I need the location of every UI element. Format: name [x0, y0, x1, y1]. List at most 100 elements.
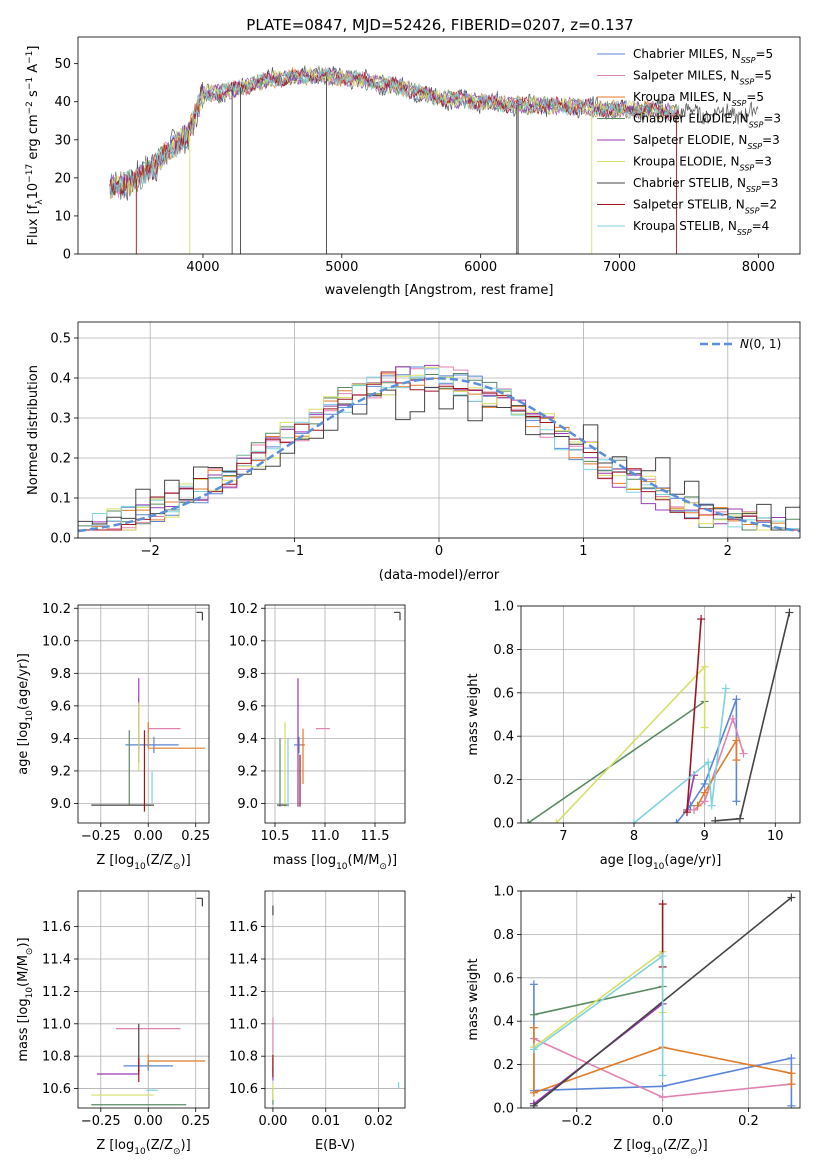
weight-series-line — [533, 950, 664, 1048]
weight-series-line — [696, 737, 738, 806]
weight-series-line — [715, 612, 791, 822]
weight-point-marker — [704, 758, 713, 767]
axes-frame — [264, 604, 406, 824]
x-tick-label: 10.5 — [261, 829, 290, 844]
weight-series-line — [555, 664, 706, 823]
y-tick-label: 0.2 — [50, 452, 71, 467]
weight-point-marker — [693, 801, 702, 810]
y-tick-label: 0.2 — [493, 773, 514, 788]
age-vs-mass-panel: 10.5 11.0 11.5 9.0 9.2 9.4 9.6 9.8 10.0 10.2 mass … — [229, 602, 406, 872]
legend-entry: Chabrier MILES, NSSP=5 — [633, 47, 773, 65]
weight-point-marker — [658, 900, 667, 909]
y-tick-label: 9.4 — [237, 732, 258, 747]
y-tick-label: 0.8 — [493, 643, 514, 658]
weight-point-marker — [732, 756, 741, 765]
residuals-xlabel: (data-model)/error — [379, 568, 500, 583]
y-tick-label: 1.0 — [493, 885, 514, 900]
legend-entry: Chabrier STELIB, NSSP=3 — [633, 176, 778, 194]
weight-series-line — [675, 699, 738, 823]
x-tick-label: 0 — [435, 544, 443, 559]
weight-point-marker — [529, 980, 538, 989]
spectrum-panel: 4000 5000 6000 7000 8000 0 10 20 30 40 50 wavelengt… — [25, 36, 801, 298]
weight-series-line — [533, 985, 663, 1016]
weight-point-marker — [787, 893, 796, 902]
y-tick-label: 10.0 — [229, 634, 258, 649]
weight-point-marker — [658, 1071, 667, 1080]
y-tick-label: 11.6 — [42, 920, 71, 935]
y-tick-label: 0.5 — [50, 332, 71, 347]
y-tick-label: 30 — [54, 133, 71, 148]
errorbar-point — [125, 736, 179, 754]
y-tick-label: 10.6 — [42, 1082, 71, 1097]
y-tick-label: 0.4 — [493, 730, 514, 745]
weight-point-marker — [658, 1082, 667, 1091]
y-tick-label: 40 — [54, 95, 71, 110]
x-tick-label: 7 — [559, 829, 567, 844]
spectrum-series-line — [109, 68, 680, 198]
weight-point-marker — [630, 819, 639, 823]
y-tick-label: 0 — [63, 248, 71, 263]
weight-vs-age-panel: 7 8 9 10 0.0 0.2 0.4 0.6 0.8 1.0 age [log10(age/yr… — [466, 600, 801, 872]
y-tick-label: 9.4 — [50, 732, 71, 747]
corner-marker — [394, 611, 401, 621]
weight-point-marker — [697, 615, 706, 624]
y-tick-label: 9.0 — [50, 797, 71, 812]
y-tick-label: 0.4 — [50, 372, 71, 387]
weight-point-marker — [787, 1080, 796, 1089]
legend-entry: Salpeter MILES, NSSP=5 — [633, 69, 772, 87]
errorbar-points — [277, 678, 330, 807]
y-tick-label: 11.2 — [42, 985, 71, 1000]
errorbar-point — [301, 728, 305, 784]
ageZ-xlabel: Z [log10(Z/Z⊙)] — [96, 853, 190, 872]
x-tick-label: −0.2 — [561, 1114, 593, 1129]
weight-series-line — [633, 688, 727, 823]
errorbar-point — [147, 722, 206, 749]
x-tick-label: 0.00 — [134, 1114, 163, 1129]
x-tick-label: 0.00 — [258, 1114, 287, 1129]
y-tick-label: 0.1 — [50, 492, 71, 507]
y-tick-label: 10.2 — [229, 602, 258, 617]
weight-point-marker — [524, 819, 533, 823]
x-tick-label: 0.0 — [652, 1114, 673, 1129]
y-tick-label: 10.2 — [42, 602, 71, 617]
weight-point-marker — [682, 808, 691, 817]
spectrum-series-line — [109, 67, 680, 195]
x-tick-label: −1 — [285, 544, 304, 559]
weight-point-marker — [700, 662, 709, 671]
massEBV-xlabel: E(B-V) — [315, 1138, 355, 1153]
y-tick-label: 11.0 — [229, 1017, 258, 1032]
y-tick-label: 9.8 — [50, 667, 71, 682]
weight-point-marker — [707, 801, 716, 810]
legend-entry: Salpeter STELIB, NSSP=2 — [633, 198, 777, 216]
y-tick-label: 0.0 — [493, 1102, 514, 1117]
weight-point-marker — [529, 1010, 538, 1019]
y-tick-label: 0.6 — [493, 971, 514, 986]
weight-series-line — [533, 954, 664, 1076]
errorbar-point — [96, 1069, 140, 1075]
weight-point-marker — [529, 1045, 538, 1054]
weightAge-ylabel: mass weight — [466, 673, 481, 755]
weight-point-marker — [529, 1088, 538, 1097]
weight-point-marker — [700, 788, 709, 797]
legend-entry: Salpeter ELODIE, NSSP=3 — [633, 133, 780, 151]
weight-point-marker — [787, 1054, 796, 1063]
x-tick-label: 6000 — [464, 260, 497, 275]
weight-lines — [524, 608, 794, 823]
y-tick-label: 1.0 — [493, 600, 514, 615]
x-tick-label: −0.25 — [81, 1114, 121, 1129]
x-tick-label: 5000 — [325, 260, 358, 275]
residual-histogram-step — [78, 386, 800, 531]
y-tick-label: 10.0 — [42, 634, 71, 649]
x-tick-label: 1 — [579, 544, 587, 559]
residuals-ylabel: Normed distribution — [26, 365, 41, 495]
errorbar-point — [147, 1054, 206, 1068]
weight-vs-Z-panel: −0.2 0.0 0.2 0.0 0.2 0.4 0.6 0.8 1.0 Z [log10(Z/Z… — [466, 885, 801, 1157]
x-tick-label: 10 — [767, 829, 784, 844]
axes-frame — [264, 890, 406, 1109]
x-tick-label: 0.25 — [181, 1114, 210, 1129]
x-tick-label: 7000 — [603, 260, 636, 275]
y-tick-label: 0.4 — [493, 1015, 514, 1030]
weight-point-marker — [732, 736, 741, 745]
y-tick-label: 0.3 — [50, 412, 71, 427]
x-tick-label: 0.02 — [364, 1114, 393, 1129]
